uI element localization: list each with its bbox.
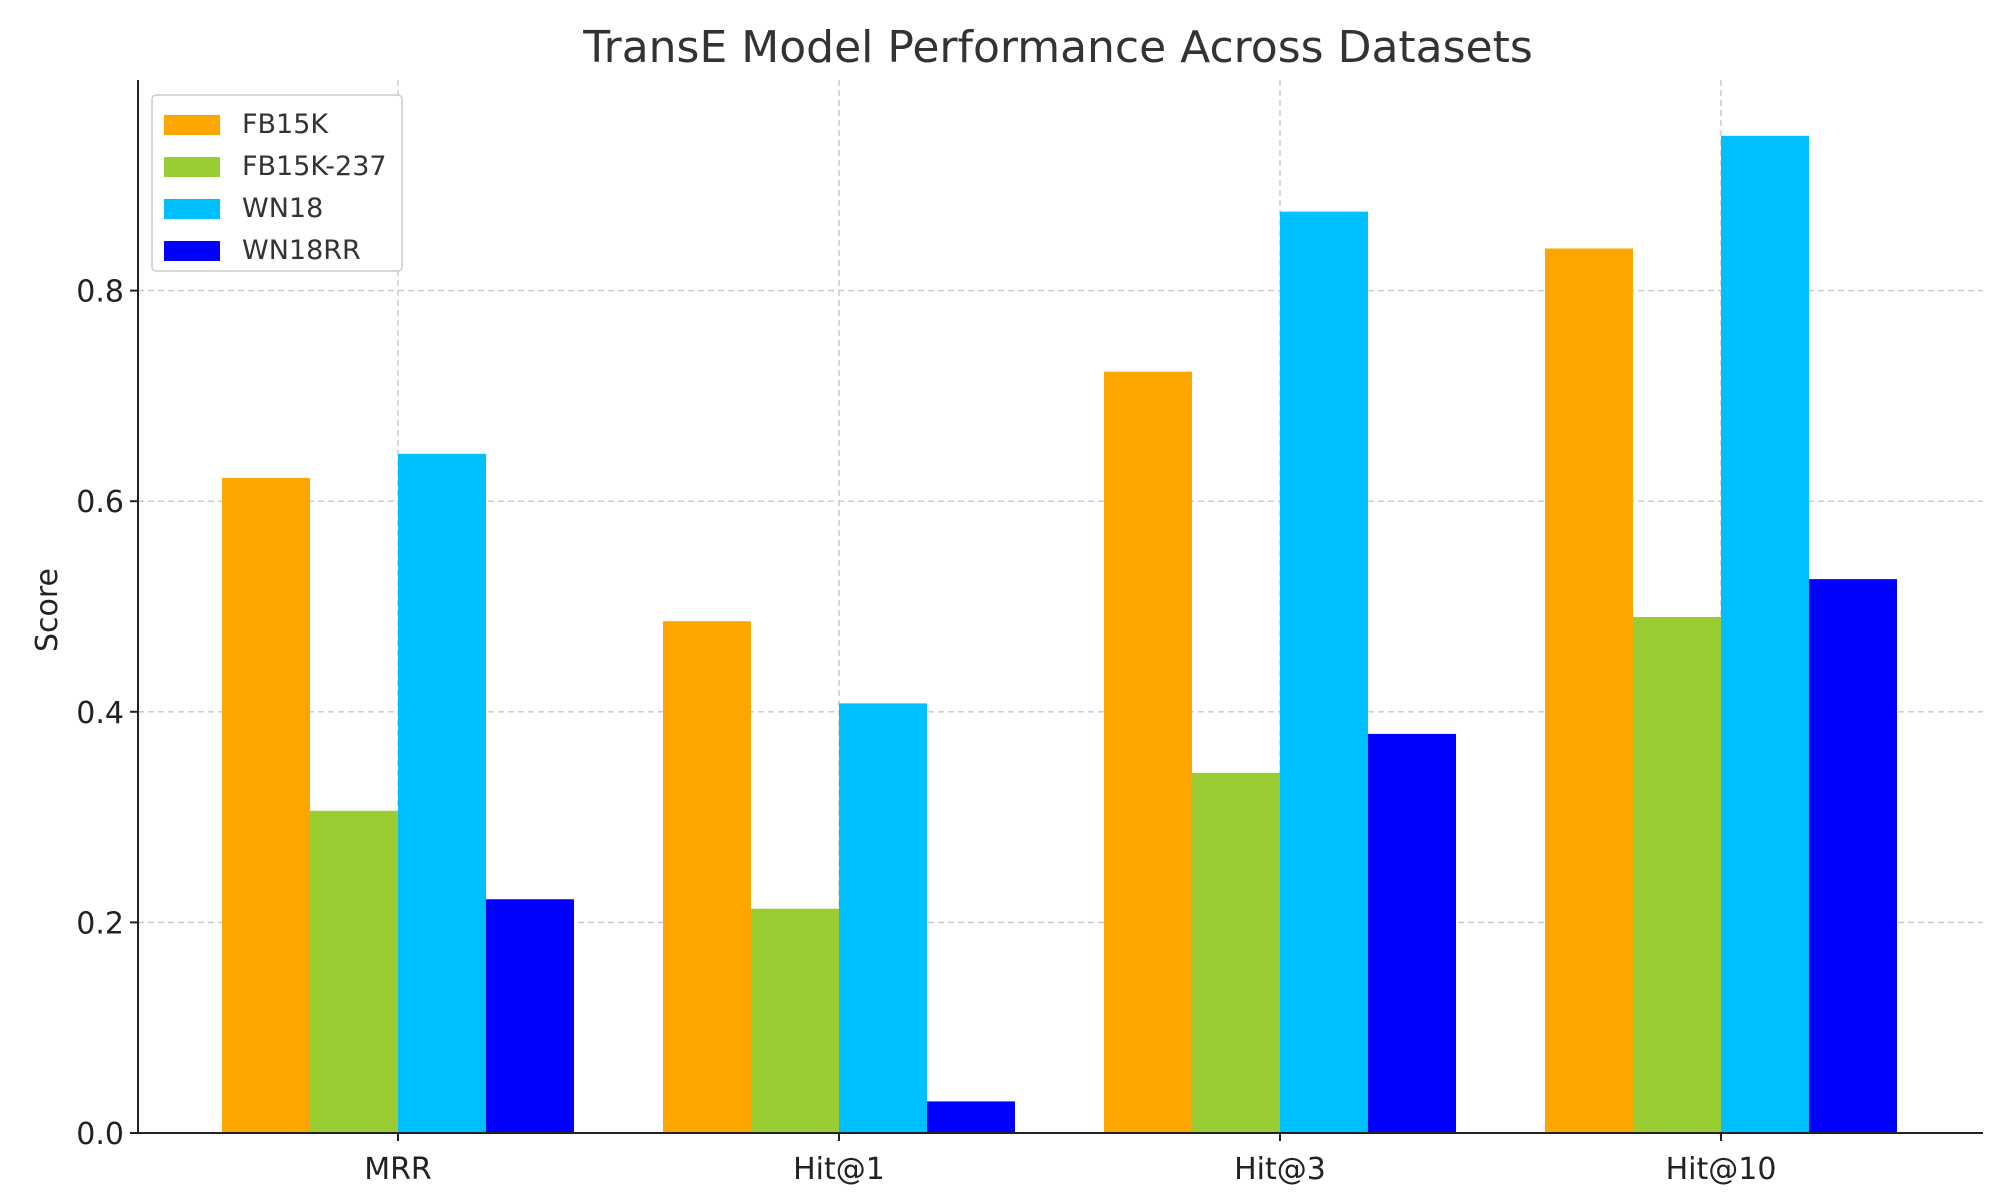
bar-fb15k-237-hit-at-3 (1192, 772, 1280, 1133)
x-tick-label: Hit@10 (1666, 1152, 1777, 1187)
legend-swatch (164, 115, 220, 135)
bar-fb15k-237-mrr (310, 810, 398, 1133)
x-tick-label: MRR (364, 1152, 432, 1187)
y-axis-label: Score (30, 568, 65, 652)
axes-layer: 0.0 0.2 0.4 0.6 0.8 MRR Hit@1 Hit@3 Hit@10 (76, 80, 1983, 1187)
bar-fb15k-hit-at-3 (1104, 371, 1192, 1133)
legend-label: WN18 (242, 193, 323, 224)
bar-fb15k-mrr (222, 478, 310, 1133)
x-tick-label: Hit@3 (1234, 1152, 1326, 1187)
y-tick-label: 0.6 (76, 485, 124, 520)
y-tick-label: 0.0 (76, 1117, 124, 1152)
y-tick-label: 0.8 (76, 275, 124, 310)
legend-label: FB15K (242, 109, 329, 140)
bar-wn18rr-mrr (486, 899, 574, 1133)
bar-fb15k-hit-at-10 (1545, 248, 1633, 1134)
chart-title: TransE Model Performance Across Datasets (582, 22, 1533, 73)
bar-wn18-hit-at-1 (839, 703, 927, 1133)
bar-fb15k-237-hit-at-1 (751, 908, 839, 1133)
legend-swatch (164, 199, 220, 219)
legend-label: FB15K-237 (242, 151, 387, 182)
legend-swatch (164, 157, 220, 177)
bar-wn18-hit-at-10 (1721, 135, 1809, 1133)
bar-wn18-mrr (398, 453, 486, 1133)
x-tick-label: Hit@1 (793, 1152, 885, 1187)
bar-wn18-hit-at-3 (1280, 211, 1368, 1133)
y-tick-label: 0.2 (76, 906, 124, 941)
bar-wn18rr-hit-at-1 (927, 1101, 1015, 1133)
bar-wn18rr-hit-at-3 (1368, 733, 1456, 1133)
legend-label: WN18RR (242, 235, 361, 266)
bar-fb15k-hit-at-1 (663, 621, 751, 1133)
bar-wn18rr-hit-at-10 (1809, 579, 1897, 1133)
y-tick-label: 0.4 (76, 696, 124, 731)
legend-box (151, 94, 403, 272)
bar-fb15k-237-hit-at-10 (1633, 617, 1721, 1133)
bars-layer (222, 135, 1897, 1134)
legend: FB15K FB15K-237 WN18 WN18RR (151, 94, 403, 272)
legend-swatch (164, 241, 220, 261)
